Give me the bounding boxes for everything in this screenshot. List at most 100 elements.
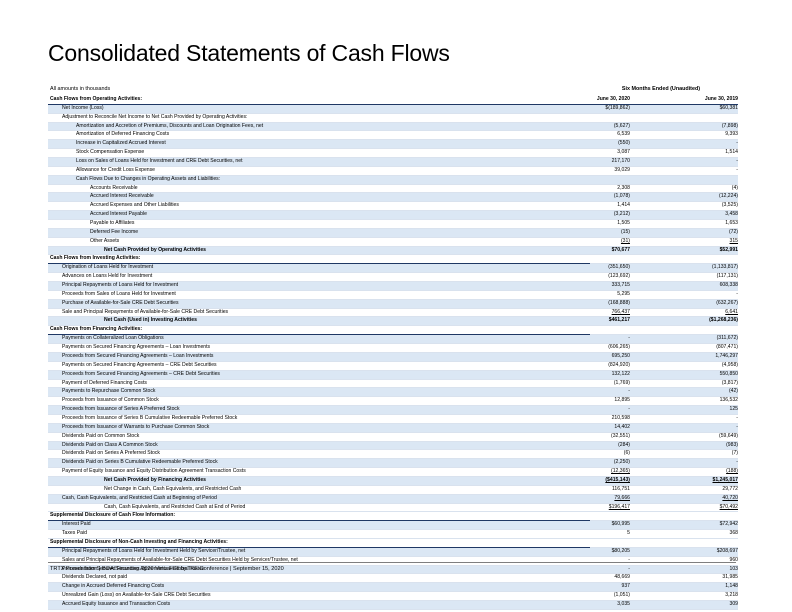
- value-2020: 333,715: [611, 282, 630, 289]
- table-row: Loss on Sales of Loans Held for Investme…: [48, 157, 738, 167]
- value-2020: 5,295: [617, 290, 630, 297]
- section-heading-row: Supplemental Disclosure of Cash Flow Inf…: [48, 511, 738, 522]
- value-2020: (31): [620, 237, 630, 244]
- table-row: Stock Compensation Expense 3,087 1,514: [48, 148, 738, 159]
- value-2019: (807,471): [716, 344, 738, 351]
- value-2020: (123,692): [608, 273, 630, 280]
- value-2020: $80,205: [611, 547, 630, 554]
- row-label: Payments to Repurchase Common Stock: [48, 387, 590, 398]
- value-2019: $208,697: [716, 547, 738, 554]
- row-label: Proceeds from Secured Financing Agreemen…: [48, 370, 590, 380]
- value-2020: (12,365): [611, 468, 630, 475]
- value-2020: 2,308: [617, 184, 630, 191]
- row-label: Sales and Principal Repayments of Availa…: [48, 556, 590, 566]
- table-row: Proceeds from Issuance of Warrants to Pu…: [48, 423, 738, 433]
- row-label: Payment of Equity Issuance and Equity Di…: [48, 467, 590, 477]
- table-row: Proceeds from Issuance of Series B Cumul…: [48, 414, 738, 424]
- value-2019: (3,525): [721, 202, 738, 209]
- value-2020: $196,417: [608, 503, 630, 510]
- table-row: Net Income (Loss) $(189,862) $60,381: [48, 104, 738, 114]
- value-2019: 1,514: [725, 149, 738, 156]
- value-2019: 40,720: [722, 494, 738, 501]
- value-2020: (1,051): [613, 592, 630, 599]
- row-label: Other Assets: [48, 237, 590, 247]
- value-2020: (32,551): [611, 432, 630, 439]
- value-2019: (311,672): [716, 335, 738, 342]
- row-label: Cash, Cash Equivalents, and Restricted C…: [48, 503, 590, 513]
- table-row: Payments to Repurchase Common Stock - (42): [48, 387, 738, 398]
- value-2019: 960: [729, 556, 739, 563]
- value-2019: 309: [729, 600, 739, 607]
- table-row: Dividends Paid on Common Stock (32,551) (5…: [48, 432, 738, 442]
- value-2020: 1,414: [617, 202, 630, 209]
- value-2019: -: [736, 166, 738, 173]
- value-2019: (4,958): [721, 361, 738, 368]
- table-row: Proceeds from Secured Financing Agreemen…: [48, 352, 738, 362]
- row-label: Deferred Fee Income: [48, 228, 590, 238]
- table-row: Principal Repayments of Loans Held for I…: [48, 281, 738, 291]
- value-2020: (606,265): [608, 344, 630, 351]
- table-row: Accrued Expenses and Other Liabilities 1,…: [48, 201, 738, 212]
- row-label: Amortization of Deferred Financing Costs: [48, 130, 590, 141]
- value-2019: -: [736, 140, 738, 147]
- table-row: Advances on Loans Held for Investment (12…: [48, 272, 738, 283]
- table-header-row: Cash Flows from Operating Activities: Ju…: [48, 96, 738, 105]
- table-row: Increase in Capitalized Accrued Interest…: [48, 139, 738, 150]
- table-row: Other Assets (31) 315: [48, 237, 738, 247]
- value-2020: 210,598: [611, 414, 630, 421]
- section-heading-row: Cash Flows from Financing Activities:: [48, 325, 738, 336]
- table-row: Amortization and Accretion of Premiums, …: [48, 122, 738, 132]
- value-2019: -: [736, 414, 738, 421]
- table-row: Sales and Principal Repayments of Availa…: [48, 556, 739, 566]
- value-2020: 79,666: [614, 494, 630, 501]
- value-2020: 116,751: [611, 485, 630, 492]
- value-2019: (12,224): [719, 193, 738, 200]
- table-row: Sale and Principal Repayments of Availab…: [48, 308, 738, 318]
- period-header: Six Months Ended (Unaudited): [621, 86, 701, 92]
- row-label: Interest Paid: [48, 520, 590, 531]
- value-2020: 217,170: [611, 158, 630, 165]
- units-note: All amounts in thousands: [50, 86, 111, 92]
- row-label: Cash Flows Due to Changes in Operating A…: [48, 175, 590, 185]
- row-label: Proceeds from Issuance of Warrants to Pu…: [48, 423, 590, 433]
- value-2019: -: [736, 290, 738, 297]
- value-2019: (59,649): [719, 432, 738, 439]
- table-row: Dividends Paid on Series B Cumulative Re…: [48, 458, 738, 469]
- row-label: Dividends Paid on Series A Preferred Sto…: [48, 449, 590, 460]
- table-row: Proceeds from Sales of Loans Held for In…: [48, 290, 738, 300]
- table-row: Dividends Paid on Class A Common Stock (2…: [48, 441, 738, 451]
- table-row: Cash, Cash Equivalents, and Restricted C…: [48, 503, 738, 513]
- value-2019: (1,133,817): [711, 264, 738, 271]
- value-2020: 3,035: [617, 600, 630, 607]
- value-2019: 103: [729, 565, 739, 572]
- row-label: Dividends Paid on Series B Cumulative Re…: [48, 458, 590, 469]
- table-row: Proceeds from Issuance of Series A Prefe…: [48, 405, 738, 415]
- row-label: Proceeds from Issuance of Series A Prefe…: [48, 405, 590, 415]
- value-2019: (3,817): [721, 379, 738, 386]
- row-label: Net Cash Provided by Financing Activitie…: [48, 476, 590, 486]
- row-label: Net Change in Cash, Cash Equivalents, an…: [48, 485, 590, 495]
- table-row: Amortization of Deferred Financing Costs…: [48, 130, 738, 141]
- column-header-2020: June 30, 2020: [590, 96, 630, 105]
- table-row: Accrued Interest Receivable (1,078) (12,22…: [48, 192, 738, 203]
- value-2019: 3,218: [725, 592, 738, 599]
- value-2020: (15): [620, 228, 630, 235]
- row-label: Accrued Equity Issuance and Transaction …: [48, 600, 590, 610]
- row-label: Sale and Principal Repayments of Availab…: [48, 308, 590, 318]
- row-label: Purchase of Available-for-Sale CRE Debt …: [48, 299, 590, 309]
- value-2020: (284): [618, 441, 630, 448]
- value-2019: 31,985: [722, 574, 738, 581]
- table-row: Net Cash (Used in) Investing Activities $…: [48, 316, 738, 327]
- value-2019: (42): [728, 388, 738, 395]
- row-label: Adjustment to Reconcile Net Income to Ne…: [48, 113, 590, 123]
- row-label: Accrued Interest Payable: [48, 210, 590, 221]
- value-2020: $60,995: [611, 521, 630, 528]
- row-label: Accounts Receivable: [48, 184, 590, 194]
- table-row: Interest Paid $60,995 $72,942: [48, 520, 738, 531]
- value-2019: $1,245,017: [712, 476, 739, 483]
- row-label: Proceeds from Secured Financing Agreemen…: [48, 565, 590, 575]
- row-label: Change in Accrued Deferred Financing Cos…: [48, 582, 590, 593]
- table-row: Unrealized Gain (Loss) on Available-for-…: [48, 591, 738, 601]
- row-label: Supplemental Disclosure of Non-Cash Inve…: [48, 538, 590, 548]
- value-2019: (117,131): [716, 273, 738, 280]
